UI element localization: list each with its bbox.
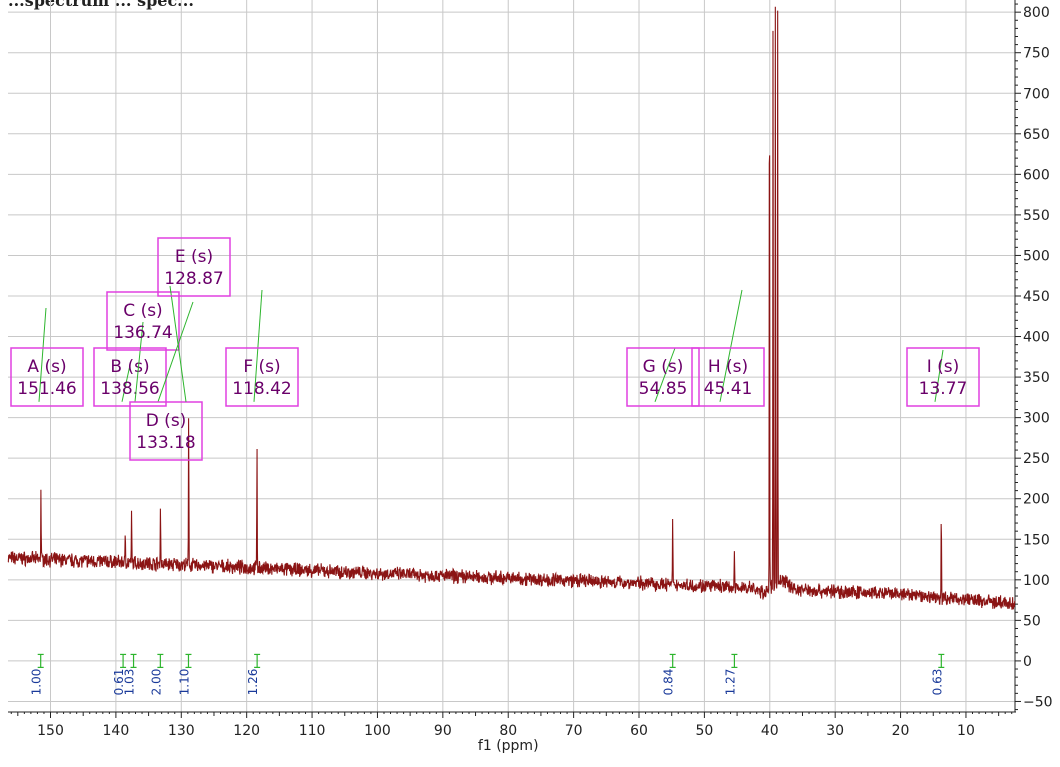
peak-label-box: [129, 401, 203, 461]
y-tick-label: 450: [1023, 289, 1050, 305]
peak-label-box: [106, 291, 180, 351]
peak-label: H (s): [708, 357, 748, 377]
peak-label: I (s): [927, 357, 960, 377]
peak-annotation: F (s)118.42: [225, 289, 299, 407]
peak-label-box: [157, 237, 231, 297]
x-tick-label: 150: [37, 723, 64, 739]
integral-value: 1.00: [30, 669, 44, 696]
peak-leader-line: [121, 364, 131, 402]
integral-annotation: 1.27: [723, 653, 738, 696]
x-tick-label: 10: [957, 723, 975, 739]
y-tick-label: 650: [1023, 127, 1050, 143]
peak-leader-line: [934, 349, 944, 402]
y-tick-label: 200: [1023, 492, 1050, 508]
x-tick-label: 50: [695, 723, 713, 739]
peak-leader-line: [134, 321, 144, 402]
integral-annotation: 0.84: [662, 653, 676, 696]
integral-value: 0.61: [112, 669, 126, 696]
y-tick-label: 50: [1023, 613, 1041, 629]
y-tick-label: 250: [1023, 451, 1050, 467]
x-tick-label: 70: [565, 723, 583, 739]
y-tick-label: 300: [1023, 411, 1050, 427]
peak-label: F (s): [243, 357, 280, 377]
peak-ppm-value: 118.42: [232, 379, 291, 399]
y-tick-label: −50: [1023, 694, 1053, 710]
peak-ppm-value: 133.18: [136, 433, 195, 453]
integral-value: 0.63: [930, 669, 944, 696]
y-tick-label: 100: [1023, 573, 1050, 589]
peak-label: E (s): [175, 247, 213, 267]
y-tick-label: 800: [1023, 5, 1050, 21]
peak-annotation: E (s)128.87: [157, 237, 231, 402]
peak-label: G (s): [643, 357, 684, 377]
peak-ppm-value: 13.77: [919, 379, 968, 399]
integral-value: 1.03: [123, 669, 137, 696]
peak-label-box: [10, 347, 84, 407]
integral-annotation: 1.00: [30, 653, 44, 696]
peak-ppm-value: 45.41: [704, 379, 753, 399]
peak-label-box: [691, 347, 765, 407]
peak-ppm-value: 138.56: [100, 379, 159, 399]
peak-label: C (s): [123, 301, 162, 321]
x-tick-label: 130: [168, 723, 195, 739]
peak-annotation: A (s)151.46: [10, 307, 84, 407]
integral-value: 2.00: [149, 669, 163, 696]
peak-ppm-value: 136.74: [113, 323, 172, 343]
y-tick-label: 0: [1023, 654, 1032, 670]
x-tick-label: 60: [630, 723, 648, 739]
peak-annotation: B (s)138.56: [93, 347, 167, 407]
peak-annotation: I (s)13.77: [906, 347, 980, 407]
x-tick-label: 120: [233, 723, 260, 739]
peak-ppm-value: 151.46: [17, 379, 76, 399]
peak-label-box: [626, 347, 700, 407]
integral-value: 1.27: [723, 669, 737, 696]
peak-leader-line: [654, 347, 676, 402]
peak-annotation: G (s)54.85: [626, 347, 700, 407]
peak-label: A (s): [27, 357, 66, 377]
integral-annotation: 0.61: [112, 653, 127, 696]
x-tick-label: 140: [103, 723, 130, 739]
peak-label: D (s): [146, 411, 187, 431]
peak-annotation: D (s)133.18: [129, 301, 203, 461]
page-header-fragment: ...spectrum ... spec...: [8, 0, 194, 10]
integral-value: 0.84: [662, 669, 676, 696]
peak-leader-line: [253, 289, 263, 402]
y-tick-label: 350: [1023, 370, 1050, 386]
integral-annotation: 2.00: [149, 653, 164, 696]
peak-annotation: C (s)136.74: [106, 291, 180, 402]
x-axis-title: f1 (ppm): [478, 738, 539, 754]
x-tick-label: 20: [892, 723, 910, 739]
peak-ppm-value: 128.87: [164, 269, 223, 289]
peak-annotation: H (s)45.41: [691, 289, 765, 407]
x-tick-label: 90: [434, 723, 452, 739]
x-tick-label: 110: [299, 723, 326, 739]
peak-leader-line: [157, 301, 194, 402]
integral-annotation: 1.03: [123, 653, 137, 696]
y-tick-label: 500: [1023, 248, 1050, 264]
x-tick-label: 100: [364, 723, 391, 739]
x-tick-label: 40: [761, 723, 779, 739]
y-tick-label: 700: [1023, 86, 1050, 102]
spectrum-trace: [7, 6, 1016, 610]
integral-annotation: 1.10: [177, 653, 192, 696]
y-tick-label: 750: [1023, 46, 1050, 62]
y-tick-label: 550: [1023, 208, 1050, 224]
peak-label: B (s): [110, 357, 149, 377]
x-tick-label: 30: [826, 723, 844, 739]
peak-leader-line: [719, 289, 743, 402]
x-tick-label: 80: [499, 723, 517, 739]
peak-leader-line: [169, 285, 187, 402]
peak-leader-line: [38, 307, 47, 402]
integral-annotation: 0.63: [930, 653, 945, 696]
integral-value: 1.10: [177, 669, 191, 696]
peak-label-box: [906, 347, 980, 407]
y-tick-label: 150: [1023, 532, 1050, 548]
y-tick-label: 400: [1023, 330, 1050, 346]
y-tick-label: 600: [1023, 167, 1050, 183]
integral-value: 1.26: [246, 669, 260, 696]
integral-annotation: 1.26: [246, 653, 261, 696]
peak-label-box: [225, 347, 299, 407]
peak-ppm-value: 54.85: [639, 379, 688, 399]
